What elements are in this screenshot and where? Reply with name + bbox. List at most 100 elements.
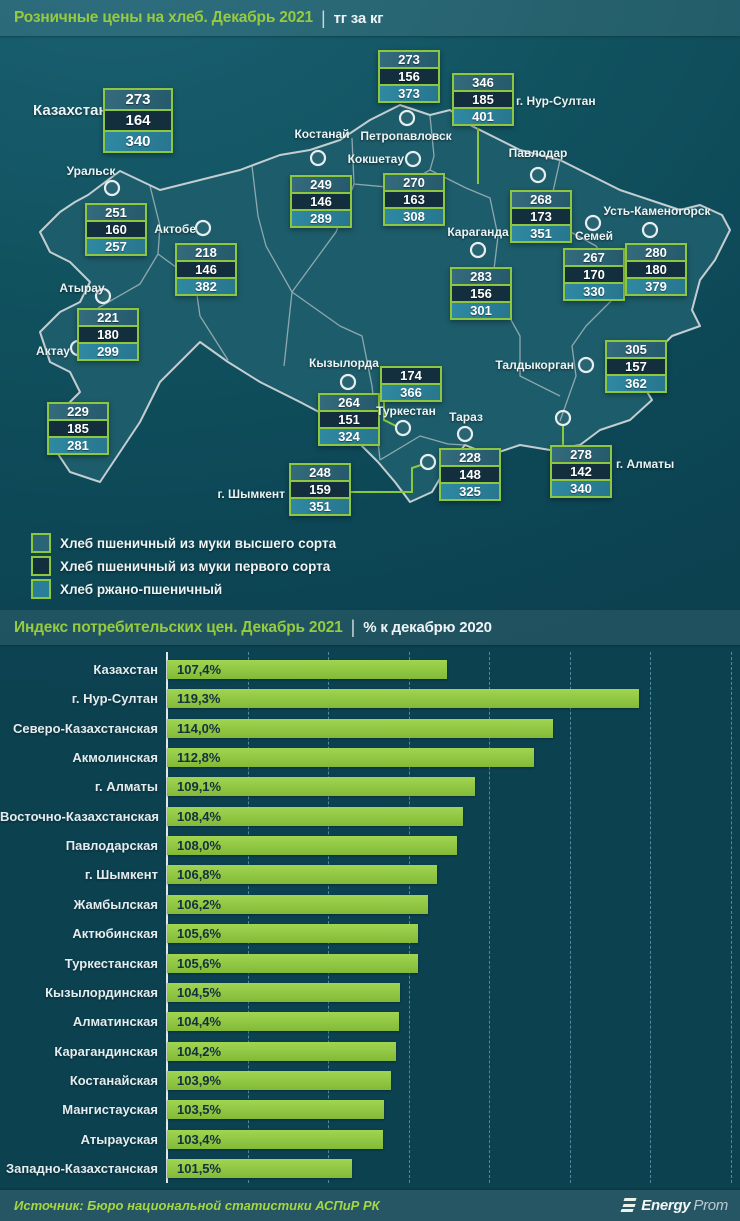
legend-swatch-rye bbox=[31, 579, 51, 599]
chart-category-label: г. Нур-Султан bbox=[71, 691, 158, 707]
price-first: 180 bbox=[79, 327, 137, 342]
aktobe-price-box: 218 146 382 bbox=[175, 243, 237, 296]
chart-bar-value: 109,1% bbox=[177, 779, 222, 795]
legend-item-first: Хлеб пшеничный из муки первого сорта bbox=[31, 556, 330, 576]
uralsk-label: Уральск bbox=[66, 164, 116, 178]
semey-label: Семей bbox=[574, 229, 614, 243]
chart-category-label: Северо-Казахстанская bbox=[12, 720, 158, 736]
kostanay-marker bbox=[309, 149, 327, 167]
petropavlovsk-marker bbox=[398, 109, 416, 127]
shymkent-price-box: 248 159 351 bbox=[289, 463, 351, 516]
price-rye: 382 bbox=[177, 279, 235, 294]
chart-bar: 107,4% bbox=[167, 660, 447, 679]
taraz-price-box: 228 148 325 bbox=[439, 448, 501, 501]
price-premium: 249 bbox=[292, 177, 350, 192]
logo-energy-text: Energy bbox=[641, 1197, 691, 1214]
prices-unit: тг за кг bbox=[333, 9, 384, 27]
price-rye: 379 bbox=[627, 279, 685, 294]
price-rye: 330 bbox=[565, 284, 623, 299]
chart-category-label: Актюбинская bbox=[72, 926, 158, 942]
price-first: 157 bbox=[607, 359, 665, 374]
logo-prom-text: Prom bbox=[693, 1197, 728, 1214]
price-first: 142 bbox=[552, 464, 610, 479]
aktobe-label: Актобе bbox=[154, 222, 196, 236]
chart-bar-value: 112,8% bbox=[177, 750, 221, 766]
kyzylorda-marker bbox=[339, 373, 357, 391]
chart-bar: 103,5% bbox=[167, 1100, 384, 1120]
prices-header: Розничные цены на хлеб. Декабрь 2021 | т… bbox=[0, 0, 740, 36]
legend-item-premium: Хлеб пшеничный из муки высшего сорта bbox=[31, 533, 336, 553]
chart-category-label: Мангистауская bbox=[62, 1102, 158, 1118]
price-rye: 325 bbox=[441, 484, 499, 499]
kokshetau-price-box: 270 163 308 bbox=[383, 173, 445, 226]
price-premium: 267 bbox=[565, 250, 623, 265]
prices-title-divider: | bbox=[320, 7, 326, 28]
chart-category-label: г. Алматы bbox=[94, 779, 158, 795]
chart-bar-value: 103,4% bbox=[177, 1131, 222, 1147]
price-rye: 351 bbox=[512, 226, 570, 241]
chart-category-label: Кызылординская bbox=[45, 984, 158, 1000]
chart-bar: 119,3% bbox=[167, 689, 639, 709]
legend-swatch-first bbox=[31, 556, 51, 576]
chart-category-label: Атырауская bbox=[80, 1131, 158, 1147]
price-rye: 373 bbox=[380, 86, 438, 101]
price-premium: 264 bbox=[320, 395, 378, 410]
price-first: 163 bbox=[385, 192, 443, 207]
chart-gridline-125 bbox=[730, 652, 732, 1183]
source-note: Источник: Бюро национальной статистики А… bbox=[14, 1198, 380, 1213]
chart-gridline-100 bbox=[328, 652, 329, 1183]
price-premium: 229 bbox=[49, 404, 107, 419]
chart-category-label: Восточно-Казахстанская bbox=[0, 808, 160, 824]
price-first: 148 bbox=[441, 467, 499, 482]
chart-category-label: Алматинская bbox=[72, 1014, 158, 1030]
price-rye: 324 bbox=[320, 429, 378, 444]
price-premium: 228 bbox=[441, 450, 499, 465]
chart-category-label: Туркестанская bbox=[64, 955, 158, 971]
price-premium: 221 bbox=[79, 310, 137, 325]
petropavlovsk-label: Петропавловск bbox=[360, 129, 452, 143]
turkestan-label: Туркестан bbox=[376, 404, 436, 418]
legend-item-rye: Хлеб ржано-пшеничный bbox=[31, 579, 222, 599]
taldykorgan-price-box: 305 157 362 bbox=[605, 340, 667, 393]
index-header: Индекс потребительских цен. Декабрь 2021… bbox=[0, 610, 740, 645]
price-rye: 340 bbox=[552, 481, 610, 496]
karaganda-marker bbox=[469, 241, 487, 259]
chart-bar-value: 105,6% bbox=[177, 955, 222, 971]
price-rye: 308 bbox=[385, 209, 443, 224]
energyprom-logo: Energy Prom bbox=[620, 1190, 728, 1221]
price-premium: 270 bbox=[385, 175, 443, 190]
chart-bar: 103,4% bbox=[167, 1129, 383, 1149]
chart-bar: 108,0% bbox=[167, 836, 457, 856]
chart-bar-value: 107,4% bbox=[177, 662, 222, 677]
karaganda-price-box: 283 156 301 bbox=[450, 267, 512, 320]
almaty-price-box: 278 142 340 bbox=[550, 445, 612, 498]
taldykorgan-label: Талдыкорган bbox=[495, 358, 574, 372]
shymkent-label: г. Шымкент bbox=[217, 487, 285, 501]
price-rye: 366 bbox=[382, 385, 440, 400]
price-premium: 280 bbox=[627, 245, 685, 260]
index-title: Индекс потребительских цен. Декабрь 2021 bbox=[14, 618, 343, 636]
taraz-marker bbox=[456, 425, 474, 443]
price-rye: 340 bbox=[105, 132, 171, 151]
chart-bar-value: 104,5% bbox=[177, 984, 222, 1000]
petropavlovsk-price-box: 273 156 373 bbox=[378, 50, 440, 103]
chart-bar: 106,8% bbox=[167, 865, 437, 885]
kokshetau-marker bbox=[404, 150, 422, 168]
chart-bar-value: 104,4% bbox=[177, 1014, 222, 1030]
atyrau-label: Атырау bbox=[59, 281, 105, 295]
chart-bar: 109,1% bbox=[167, 777, 475, 797]
kyzylorda-label: Кызылорда bbox=[309, 356, 379, 370]
chart-category-label: Западно-Казахстанская bbox=[6, 1160, 158, 1176]
price-first: 146 bbox=[292, 194, 350, 209]
kokshetau-label: Кокшетау bbox=[347, 152, 404, 166]
chart-category-label: Костанайская bbox=[69, 1072, 158, 1088]
price-first: 185 bbox=[454, 92, 512, 107]
nursultan-label: г. Нур-Султан bbox=[516, 94, 596, 108]
price-first: 173 bbox=[512, 209, 570, 224]
index-title-divider: | bbox=[350, 617, 356, 637]
chart-bar-value: 103,9% bbox=[177, 1072, 222, 1088]
chart-category-label: Жамбылская bbox=[73, 896, 158, 912]
price-premium: 218 bbox=[177, 245, 235, 260]
taraz-label: Тараз bbox=[449, 410, 483, 424]
legend-label: Хлеб пшеничный из муки первого сорта bbox=[60, 558, 331, 574]
